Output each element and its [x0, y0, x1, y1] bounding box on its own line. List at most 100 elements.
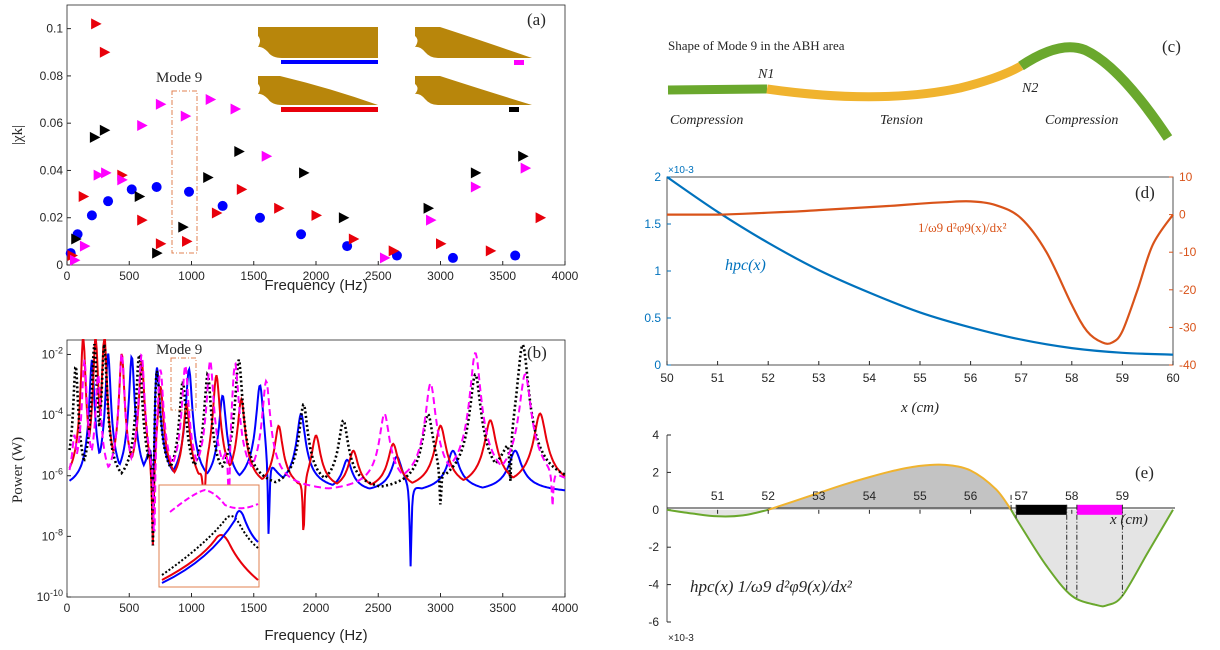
x-label-d: x (cm) [900, 400, 939, 416]
data-point-red [137, 214, 148, 226]
y-tick-label-b: 10-4 [42, 406, 63, 422]
data-point-black [299, 167, 310, 179]
mode9-box-a [171, 90, 198, 254]
panel-d: 0 0.5 1 1.5 2 -40 -30 -20 -10 0 10 50 51 52 53 54 55 56… [644, 165, 1196, 416]
patch-magenta [1076, 504, 1123, 515]
data-point-blue [217, 200, 228, 211]
curvature-label: 1/ω9 d²φ9(x)/dx² [918, 220, 1007, 235]
red-patch [281, 107, 378, 112]
data-point-red [485, 245, 497, 257]
compression-segment-right [1018, 42, 1173, 141]
data-point-magenta [230, 103, 242, 115]
compression-label-left: Compression [670, 113, 743, 128]
y-tick-label-right-d: 0 [1179, 208, 1186, 222]
data-point-red [99, 46, 111, 58]
blue-patch [281, 60, 378, 64]
data-point-black [203, 172, 214, 184]
x-tick-label-d: 54 [863, 371, 877, 385]
panel-e: -6 -4 -2 0 2 4 ×10-3 51 52 53 54 55 56 57 58 59 x (cm… [648, 428, 1175, 644]
y-tick-label-e: -6 [648, 615, 659, 629]
scatter-points-a [65, 18, 547, 266]
x-tick-label-e: 57 [1015, 489, 1029, 503]
x-tick-label-a: 1000 [178, 269, 205, 283]
panel-label-a: (a) [527, 10, 546, 29]
data-point-black [71, 233, 82, 245]
x-tick-label-b: 500 [119, 601, 139, 615]
x-ticks-a: 0 500 1000 1500 2000 2500 3000 3500 4000 [64, 261, 579, 283]
mode-shape-title: Shape of Mode 9 in the ABH area [668, 38, 845, 53]
x-tick-label-a: 1500 [240, 269, 267, 283]
y-tick-label-left-d: 0.5 [644, 311, 661, 325]
x-tick-label-e: 53 [812, 489, 826, 503]
data-point-black [134, 190, 146, 202]
magenta-patch [514, 60, 524, 65]
zoom-inset-b [158, 484, 260, 588]
x-tick-label-e: 55 [913, 489, 927, 503]
data-point-red [311, 209, 322, 221]
x-tick-label-a: 4000 [552, 269, 579, 283]
y-tick-label-a: 0.04 [40, 163, 64, 177]
black-patch [509, 107, 519, 112]
data-point-magenta [470, 181, 482, 193]
x-tick-label-d: 50 [660, 371, 674, 385]
data-point-blue [184, 186, 195, 197]
y-tick-label-a: 0.06 [40, 116, 64, 130]
data-point-blue [510, 250, 521, 261]
y-tick-label-e: 2 [652, 465, 659, 479]
node-n1-label: N1 [757, 67, 774, 82]
x-tick-label-d: 57 [1015, 371, 1029, 385]
integrand-label: hpc(x) 1/ω9 d²φ9(x)/dx² [690, 577, 853, 596]
x-tick-label-d: 60 [1166, 371, 1180, 385]
x-tick-label-d: 52 [762, 371, 776, 385]
data-point-magenta [93, 169, 105, 181]
x-label-a: Frequency (Hz) [264, 277, 367, 294]
curve-segment-compression-left [666, 508, 769, 518]
x-label-e: x (cm) [1109, 512, 1148, 528]
data-point-magenta [180, 110, 192, 122]
data-point-red [535, 212, 547, 224]
power-curves-b [68, 339, 566, 567]
x-tick-label-a: 3000 [427, 269, 454, 283]
y-tick-label-left-d: 1.5 [644, 217, 661, 231]
data-point-red [182, 235, 193, 247]
x-tick-label-d: 56 [964, 371, 978, 385]
data-point-blue [103, 196, 114, 207]
data-point-magenta [69, 254, 81, 266]
data-point-magenta [520, 162, 532, 174]
x-tick-label-b: 1000 [178, 601, 205, 615]
y-tick-label-left-d: 1 [654, 264, 661, 278]
x-tick-label-d: 55 [913, 371, 927, 385]
x-tick-label-b: 1500 [240, 601, 267, 615]
x-tick-label-b: 2500 [365, 601, 392, 615]
x-ticks-d: 50 51 52 53 54 55 56 57 58 59 60 [660, 361, 1180, 385]
panel-label-c: (c) [1162, 37, 1181, 56]
curve-segment-compression-right [1010, 509, 1174, 608]
data-point-blue [254, 212, 265, 223]
x-tick-label-e: 52 [762, 489, 776, 503]
compression-segment-left [667, 84, 768, 95]
tension-label: Tension [880, 113, 923, 128]
x-tick-label-a: 3500 [489, 269, 516, 283]
y-ticks-a: 0 0.02 0.04 0.06 0.08 0.1 [40, 22, 71, 272]
y-tick-label-b: 10-2 [42, 345, 63, 361]
x-tick-label-a: 2000 [303, 269, 330, 283]
x-tick-label-a: 0 [64, 269, 71, 283]
panel-c: Shape of Mode 9 in the ABH area (c) N1 N… [667, 37, 1181, 141]
x-tick-label-b: 2000 [303, 601, 330, 615]
y-tick-label-right-d: -30 [1179, 320, 1197, 334]
panel-label-d: (d) [1135, 183, 1155, 202]
y-tick-label-left-d: 0 [654, 358, 661, 372]
x-tick-label-d: 53 [812, 371, 826, 385]
data-point-magenta [101, 167, 112, 179]
y-tick-label-b: 10-8 [42, 527, 63, 543]
panel-b: 10-10 10-8 10-6 10-4 10-2 0 500 1000 1500 2000 25… [10, 339, 579, 644]
data-point-red [78, 190, 90, 202]
data-point-blue [126, 184, 137, 195]
data-point-black [89, 131, 101, 143]
x-tick-label-d: 59 [1116, 371, 1130, 385]
data-point-red [236, 183, 248, 195]
x-tick-label-d: 58 [1065, 371, 1079, 385]
x-tick-label-d: 51 [711, 371, 725, 385]
data-point-black [178, 221, 189, 233]
